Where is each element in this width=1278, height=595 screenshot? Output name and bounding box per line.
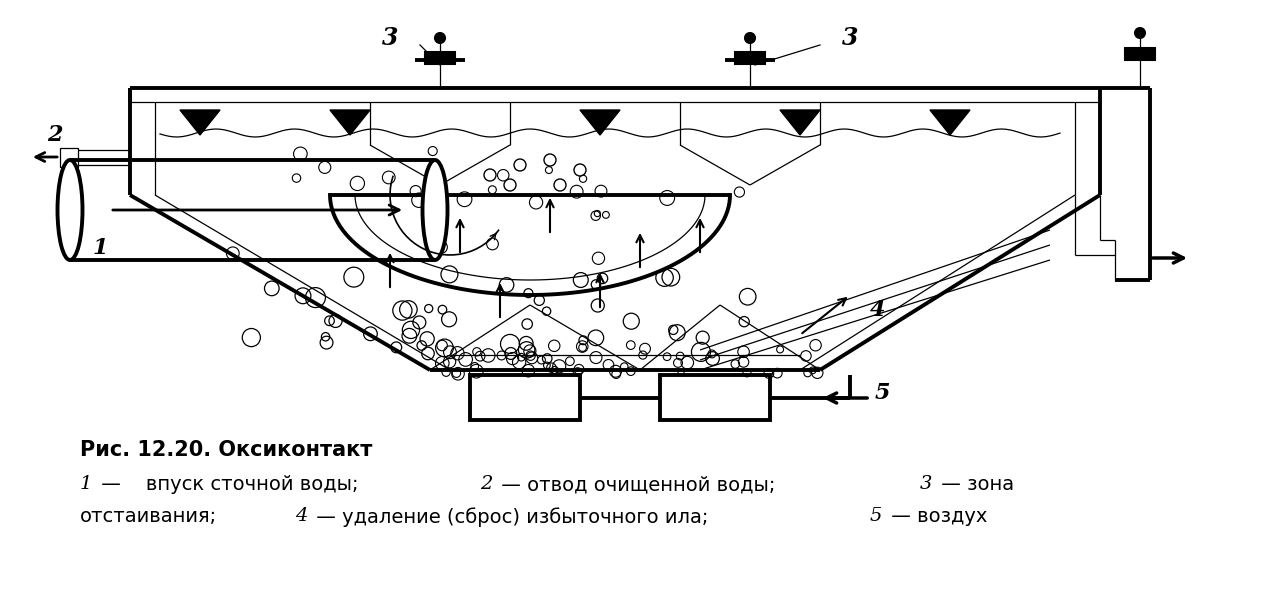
Polygon shape [780, 110, 820, 135]
Circle shape [435, 33, 445, 43]
Polygon shape [330, 110, 371, 135]
Circle shape [1135, 28, 1145, 38]
Text: 2: 2 [481, 475, 492, 493]
Text: 5: 5 [870, 507, 882, 525]
Polygon shape [930, 110, 970, 135]
Text: 5: 5 [875, 382, 891, 404]
Text: 3: 3 [920, 475, 933, 493]
Text: 3: 3 [382, 26, 399, 50]
Bar [1125, 48, 1155, 60]
Polygon shape [580, 110, 620, 135]
Text: 1: 1 [81, 475, 92, 493]
Bar [735, 52, 766, 64]
Bar [426, 52, 455, 64]
Bar [60, 148, 78, 167]
Ellipse shape [58, 160, 83, 260]
Text: 2: 2 [47, 124, 63, 146]
Text: 3: 3 [842, 26, 859, 50]
Bar [659, 375, 771, 420]
Text: отстаивания;: отстаивания; [81, 507, 217, 526]
Text: 4: 4 [870, 299, 886, 321]
Ellipse shape [423, 160, 447, 260]
Text: 1: 1 [92, 237, 107, 259]
Text: — отвод очищенной воды;: — отвод очищенной воды; [495, 475, 776, 494]
Text: —    впуск сточной воды;: — впуск сточной воды; [95, 475, 359, 494]
Bar [470, 375, 580, 420]
Text: — зона: — зона [935, 475, 1015, 494]
Text: 4: 4 [295, 507, 308, 525]
Text: — воздух: — воздух [884, 507, 988, 526]
Polygon shape [180, 110, 220, 135]
Circle shape [745, 33, 755, 43]
Text: Рис. 12.20. Оксиконтакт: Рис. 12.20. Оксиконтакт [81, 440, 372, 460]
Text: — удаление (сброс) избыточного ила;: — удаление (сброс) избыточного ила; [311, 507, 708, 527]
